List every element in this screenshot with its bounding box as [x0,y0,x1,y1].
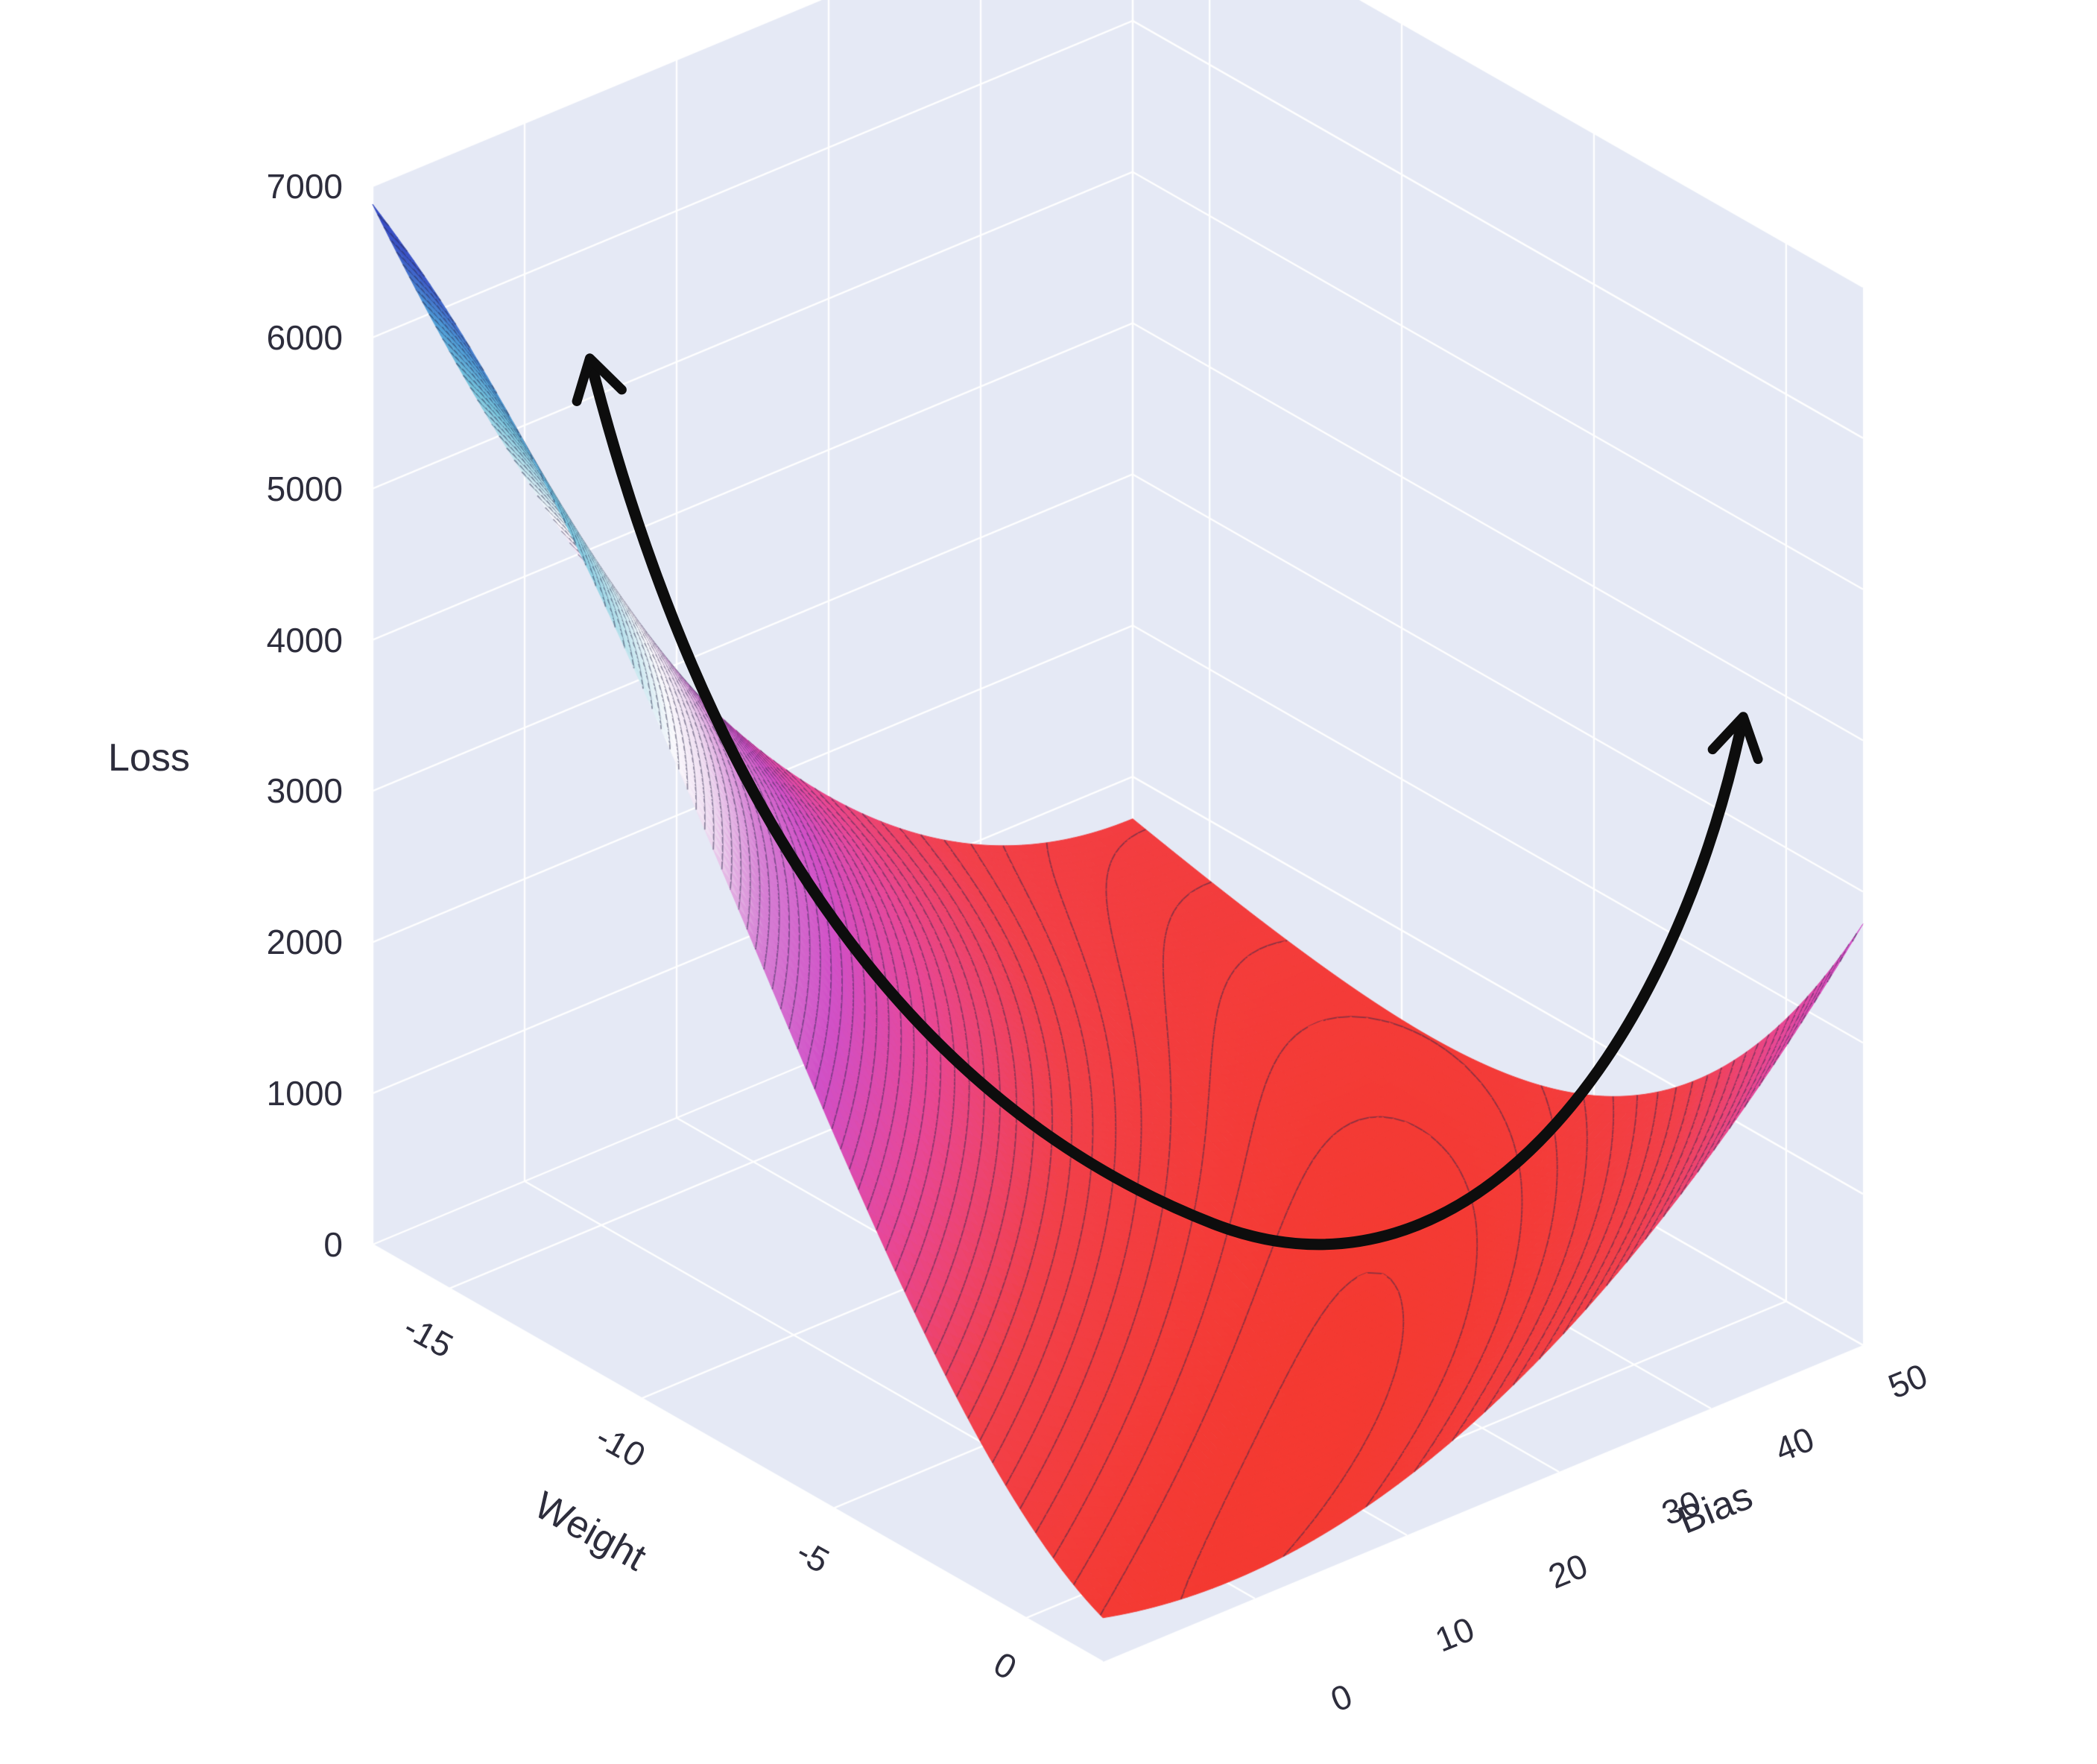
surface-plot-canvas[interactable] [0,0,2097,1764]
loss-surface-figure: Loss 0 1000 2000 3000 4000 5000 6000 700… [0,0,2097,1764]
